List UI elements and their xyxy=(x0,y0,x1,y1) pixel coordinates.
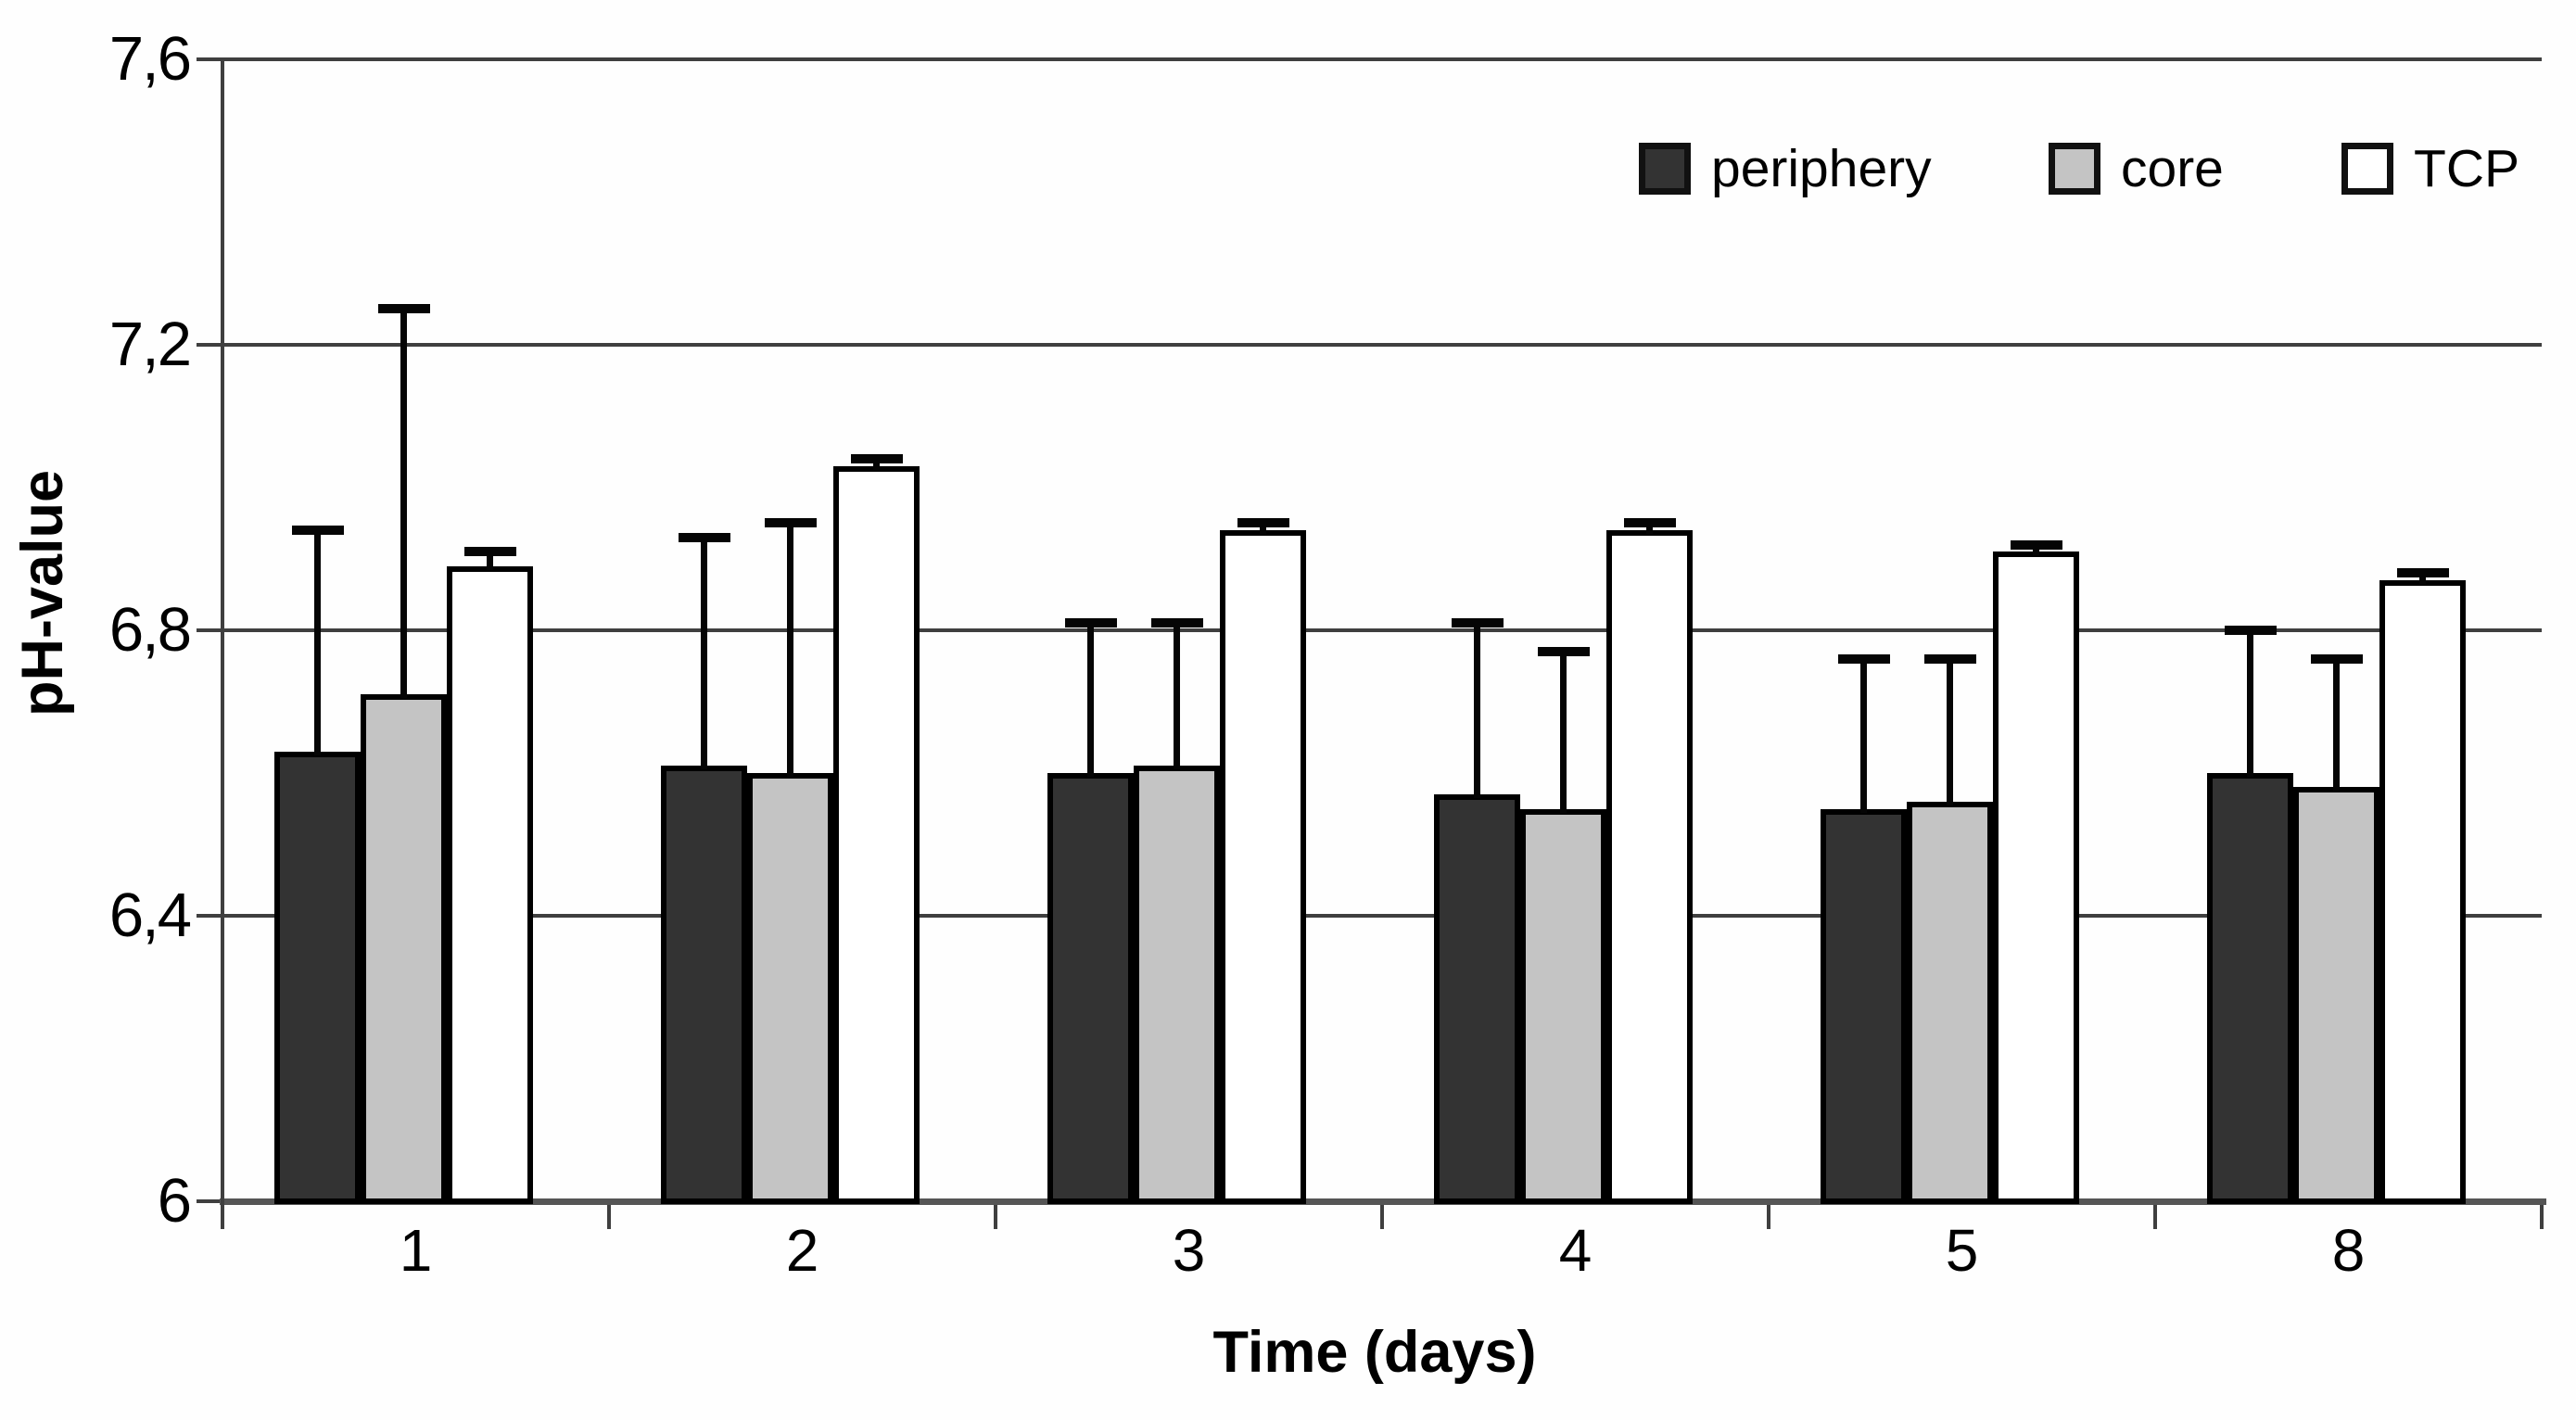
error-bar-TCP-day-2 xyxy=(873,459,880,470)
y-tick-label: 7,2 xyxy=(108,310,192,379)
bar-TCP-day-5 xyxy=(1993,552,2079,1204)
legend-swatch-core xyxy=(2049,143,2100,195)
error-bar-periphery-day-4 xyxy=(1474,623,1480,798)
error-bar-cap-TCP-day-2 xyxy=(850,454,903,463)
error-bar-cap-TCP-day-1 xyxy=(463,547,516,556)
x-axis-tick xyxy=(2540,1205,2544,1229)
bar-core-day-8 xyxy=(2293,787,2379,1204)
error-bar-core-day-3 xyxy=(1174,623,1180,769)
bar-core-day-4 xyxy=(1520,809,1606,1204)
error-bar-cap-periphery-day-4 xyxy=(1451,618,1504,628)
y-axis-line xyxy=(221,59,224,1216)
bar-periphery-day-4 xyxy=(1434,794,1520,1204)
error-bar-cap-TCP-day-4 xyxy=(1623,518,1676,527)
error-bar-TCP-day-3 xyxy=(1260,523,1266,534)
legend-swatch-TCP xyxy=(2341,143,2393,195)
bar-periphery-day-2 xyxy=(661,766,747,1204)
bar-core-day-3 xyxy=(1134,766,1220,1204)
y-tick-label: 7,6 xyxy=(108,24,192,94)
bar-periphery-day-8 xyxy=(2207,773,2293,1204)
error-bar-periphery-day-1 xyxy=(314,530,321,755)
bar-TCP-day-8 xyxy=(2379,580,2466,1204)
error-bar-cap-core-day-8 xyxy=(2310,654,2363,664)
legend-item-TCP: TCP xyxy=(2341,139,2519,198)
error-bar-cap-core-day-1 xyxy=(377,304,430,313)
x-axis-tick xyxy=(994,1205,997,1229)
error-bar-cap-periphery-day-8 xyxy=(2224,626,2277,635)
y-tick-label: 6 xyxy=(157,1166,192,1236)
y-axis-tick xyxy=(197,1199,222,1203)
error-bar-periphery-day-8 xyxy=(2247,630,2253,777)
y-axis-tick xyxy=(197,57,222,61)
error-bar-cap-periphery-day-5 xyxy=(1837,654,1890,664)
y-axis-tick xyxy=(197,914,222,918)
legend-item-core: core xyxy=(2049,139,2224,198)
error-bar-cap-TCP-day-5 xyxy=(2010,540,2062,550)
bar-TCP-day-1 xyxy=(447,566,533,1204)
error-bar-periphery-day-2 xyxy=(701,538,707,769)
error-bar-TCP-day-8 xyxy=(2419,573,2426,584)
y-axis-tick xyxy=(197,628,222,632)
legend-swatch-periphery xyxy=(1639,143,1691,195)
error-bar-TCP-day-4 xyxy=(1646,523,1653,534)
error-bar-core-day-2 xyxy=(787,523,793,777)
error-bar-cap-core-day-3 xyxy=(1150,618,1203,628)
x-category-label: 3 xyxy=(1172,1217,1206,1284)
gridline xyxy=(220,57,2542,61)
x-axis-tick xyxy=(607,1205,611,1229)
error-bar-core-day-4 xyxy=(1560,652,1567,813)
x-axis-tick xyxy=(1767,1205,1770,1229)
bar-TCP-day-4 xyxy=(1606,530,1693,1204)
error-bar-periphery-day-5 xyxy=(1860,659,1867,813)
error-bar-cap-core-day-2 xyxy=(764,518,817,527)
x-category-label: 5 xyxy=(1945,1217,1979,1284)
error-bar-TCP-day-1 xyxy=(487,552,493,570)
error-bar-cap-core-day-5 xyxy=(1923,654,1976,664)
y-axis-tick xyxy=(197,343,222,347)
x-axis-tick xyxy=(221,1205,224,1229)
gridline xyxy=(220,628,2542,632)
error-bar-core-day-1 xyxy=(400,309,407,698)
x-category-label: 1 xyxy=(399,1217,433,1284)
x-category-label: 2 xyxy=(785,1217,819,1284)
x-axis-line xyxy=(220,1198,2546,1205)
bar-periphery-day-3 xyxy=(1047,773,1134,1204)
x-axis-title: Time (days) xyxy=(1212,1320,1537,1385)
bar-periphery-day-1 xyxy=(274,752,361,1204)
y-tick-label: 6,4 xyxy=(108,881,192,950)
error-bar-cap-TCP-day-3 xyxy=(1237,518,1289,527)
error-bar-core-day-8 xyxy=(2333,659,2340,791)
x-axis-tick xyxy=(1380,1205,1384,1229)
error-bar-cap-core-day-4 xyxy=(1537,647,1590,656)
bar-TCP-day-2 xyxy=(833,466,920,1204)
bar-TCP-day-3 xyxy=(1220,530,1306,1204)
gridline xyxy=(220,914,2542,918)
error-bar-cap-periphery-day-2 xyxy=(678,533,730,542)
x-category-label: 4 xyxy=(1558,1217,1593,1284)
bar-core-day-1 xyxy=(361,694,447,1204)
bar-periphery-day-5 xyxy=(1821,809,1907,1204)
error-bar-cap-periphery-day-1 xyxy=(291,526,344,535)
error-bar-TCP-day-5 xyxy=(2033,545,2039,555)
bar-core-day-5 xyxy=(1907,802,1993,1204)
bar-core-day-2 xyxy=(747,773,833,1204)
legend-label-TCP: TCP xyxy=(2414,139,2519,198)
error-bar-core-day-5 xyxy=(1947,659,1953,805)
x-category-label: 8 xyxy=(2331,1217,2366,1284)
x-axis-tick xyxy=(2153,1205,2157,1229)
error-bar-cap-TCP-day-8 xyxy=(2396,568,2449,577)
legend-item-periphery: periphery xyxy=(1639,139,1932,198)
legend-label-periphery: periphery xyxy=(1711,139,1932,198)
legend-label-core: core xyxy=(2121,139,2224,198)
error-bar-periphery-day-3 xyxy=(1087,623,1094,777)
error-bar-cap-periphery-day-3 xyxy=(1064,618,1117,628)
y-tick-label: 6,8 xyxy=(108,595,192,665)
gridline xyxy=(220,343,2542,347)
